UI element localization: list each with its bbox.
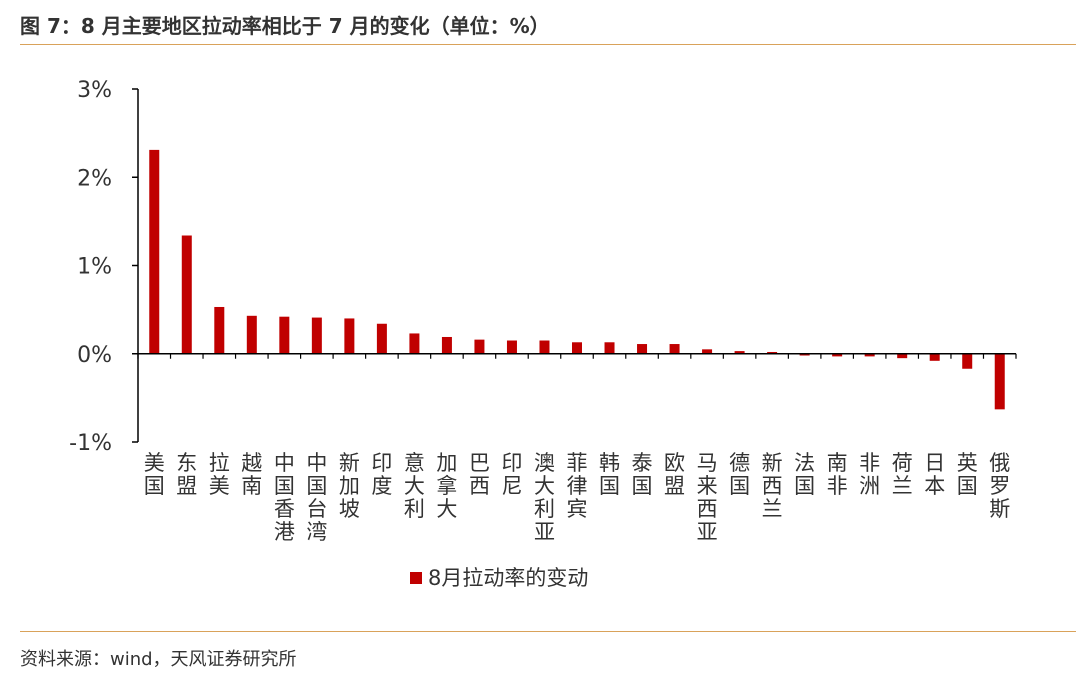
bar xyxy=(702,349,713,354)
bar xyxy=(669,344,680,354)
bar xyxy=(506,340,517,354)
bar xyxy=(376,323,387,354)
x-category-label: 中国香港 xyxy=(274,451,295,544)
x-category-label: 法国 xyxy=(794,451,815,498)
bar xyxy=(474,339,485,354)
y-tick-label: 1% xyxy=(77,255,112,280)
bar xyxy=(604,342,615,354)
bars xyxy=(149,149,1005,410)
x-axis-labels: 美国东盟拉美越南中国香港中国台湾新加坡印度意大利加拿大巴西印尼澳大利亚菲律宾韩国… xyxy=(144,451,1010,544)
x-category-label: 菲律宾 xyxy=(567,451,588,521)
y-tick-label: -1% xyxy=(69,431,112,456)
bar xyxy=(832,353,843,357)
bar xyxy=(734,351,745,354)
bar xyxy=(246,315,257,354)
bar xyxy=(799,353,810,356)
bar xyxy=(572,342,582,354)
x-category-label: 欧盟 xyxy=(664,451,685,498)
y-tick-label: 0% xyxy=(77,343,112,368)
bar xyxy=(344,318,355,354)
legend-swatch xyxy=(410,572,422,584)
x-category-label: 日本 xyxy=(924,451,945,498)
bar xyxy=(181,235,192,354)
bar xyxy=(441,336,452,354)
bar xyxy=(994,353,1005,410)
y-tick-label: 2% xyxy=(77,166,112,191)
x-category-label: 意大利 xyxy=(404,451,425,521)
x-category-label: 印度 xyxy=(371,451,392,498)
y-axis-ticks: 3% 2% 1% 0% -1% xyxy=(69,78,138,456)
bar xyxy=(149,149,160,354)
x-category-label: 中国台湾 xyxy=(306,451,327,544)
y-tick-label: 3% xyxy=(77,78,112,103)
bar xyxy=(409,333,420,354)
x-category-label: 韩国 xyxy=(599,451,620,498)
bar xyxy=(637,344,648,354)
bar-chart: 3% 2% 1% 0% -1% 美国东盟拉美越南中国香港中国台湾新加坡印度意大利加拿大巴… xyxy=(69,78,1017,590)
x-category-label: 马来西亚 xyxy=(697,451,718,544)
x-category-label: 新加坡 xyxy=(339,451,360,521)
x-category-label: 加拿大 xyxy=(436,451,457,521)
figure-title: 图 7：8 月主要地区拉动率相比于 7 月的变化（单位：%） xyxy=(20,14,550,38)
x-category-label: 南非 xyxy=(827,451,848,498)
x-category-label: 俄罗斯 xyxy=(989,451,1010,521)
footer-rule xyxy=(20,631,1076,632)
x-category-label: 印尼 xyxy=(501,451,522,498)
x-category-label: 巴西 xyxy=(469,451,490,498)
source-note: 资料来源：wind，天风证券研究所 xyxy=(20,649,297,670)
bar xyxy=(214,306,225,354)
bar xyxy=(962,353,973,369)
bar xyxy=(311,317,322,354)
bar xyxy=(539,340,550,354)
x-category-label: 德国 xyxy=(729,451,750,498)
x-category-label: 东盟 xyxy=(176,451,197,498)
x-category-label: 荷兰 xyxy=(892,451,913,498)
bar xyxy=(897,353,908,359)
bar xyxy=(929,353,940,361)
bar xyxy=(864,353,875,357)
legend-label: 8月拉动率的变动 xyxy=(428,566,588,590)
legend: 8月拉动率的变动 xyxy=(410,566,588,590)
x-category-label: 美国 xyxy=(144,451,165,498)
x-category-label: 英国 xyxy=(957,451,978,498)
title-rule xyxy=(20,44,1076,45)
x-category-label: 泰国 xyxy=(632,451,653,498)
x-category-label: 非洲 xyxy=(859,451,880,498)
axes xyxy=(137,89,1017,442)
x-category-label: 新西兰 xyxy=(762,451,783,521)
x-category-label: 澳大利亚 xyxy=(534,451,555,544)
bar xyxy=(279,316,290,354)
bar xyxy=(767,351,778,354)
x-category-label: 越南 xyxy=(241,451,262,498)
x-category-label: 拉美 xyxy=(209,451,230,498)
